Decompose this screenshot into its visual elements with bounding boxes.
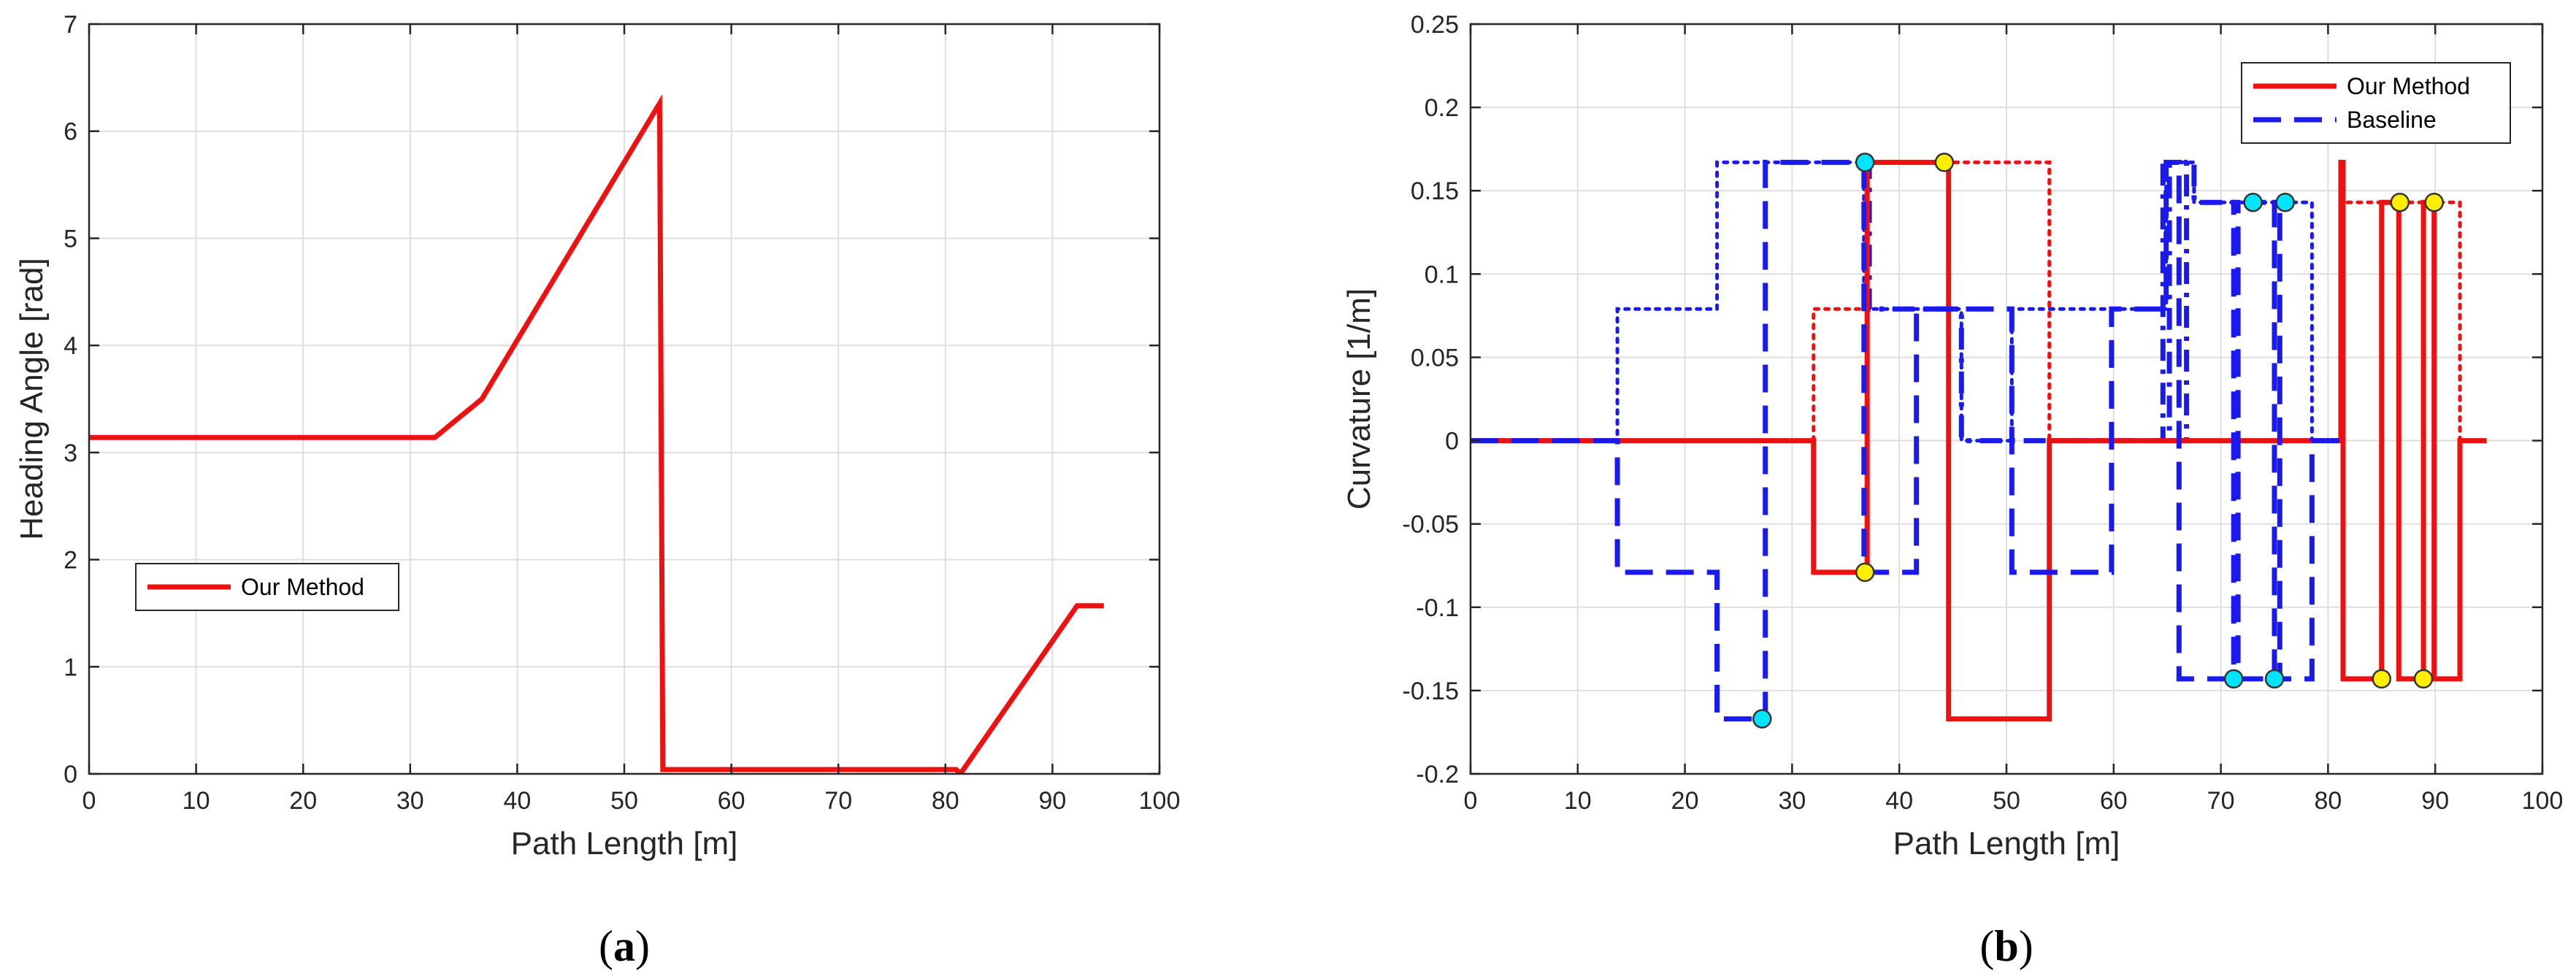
panel-b-x-tick-label: 0 <box>1464 787 1478 815</box>
panel-a-y-tick-label: 0 <box>64 761 77 788</box>
panel-b-x-tick-label: 20 <box>1671 787 1699 815</box>
panel-b-x-tick-label: 80 <box>2314 787 2342 815</box>
panel-a-x-tick-label: 30 <box>396 787 424 815</box>
panel-b-y-tick-label: -0.05 <box>1403 511 1460 539</box>
panel-b-y-tick-label: 0.25 <box>1411 11 1459 39</box>
panel-a-x-tick-label: 40 <box>503 787 531 815</box>
panel-b-x-tick-label: 30 <box>1778 787 1806 815</box>
panel-b-marker-point <box>2413 669 2434 689</box>
panel-b-marker-point <box>1752 709 1772 729</box>
panel-a-series-our-method <box>89 94 1104 774</box>
panel-a-data <box>89 94 1104 774</box>
panel-b-legend-box <box>2241 62 2511 144</box>
panel-b-series-3-dashdot <box>1863 159 2285 444</box>
panel-b-x-tick-label: 100 <box>2522 787 2564 815</box>
panel-b-series-our-method <box>1471 159 2487 722</box>
panel-b-x-axis-label: Path Length [m] <box>1893 826 2120 861</box>
panel-a-y-tick-label: 7 <box>64 11 77 39</box>
panel-a-y-tick-label: 6 <box>64 118 77 146</box>
panel-a-x-tick-label: 10 <box>183 787 210 815</box>
panel-a-x-tick-label: 20 <box>289 787 317 815</box>
panel-b-marker-point <box>2424 192 2444 212</box>
panel-a-heading-angle-chart: 0 10 20 30 40 50 60 70 80 90 100 0 1 2 3 4 5 6 7 Path Lengt… <box>14 11 1180 970</box>
panel-b-marker-point <box>1855 153 1875 172</box>
panel-a-y-tick-label: 5 <box>64 225 77 253</box>
panel-b-marker-point <box>2264 669 2285 689</box>
panel-a-x-tick-label: 70 <box>824 787 852 815</box>
panel-b-x-tick-label: 60 <box>2100 787 2128 815</box>
panel-b-x-tick-label: 70 <box>2207 787 2235 815</box>
panel-b-caption-label: (b) <box>1979 922 2033 970</box>
panel-a-x-tick-label: 90 <box>1038 787 1066 815</box>
panel-b-legend: Our Method Baseline <box>2241 62 2511 144</box>
panel-b-y-tick-label: 0.15 <box>1411 177 1459 205</box>
panel-b-series-2-dotted <box>1471 160 2314 443</box>
panel-b-marker-point <box>2390 192 2410 212</box>
panel-b-x-tick-label: 90 <box>2421 787 2449 815</box>
panel-b-legend-entry: Our Method <box>2347 73 2470 99</box>
panel-b-marker-point <box>1934 153 1955 172</box>
panel-b-marker-point <box>2243 192 2263 212</box>
panel-b-marker-point <box>1855 562 1875 583</box>
panel-b-curvature-chart: 0 10 20 30 40 50 60 70 80 90 100 -0.2 -0.15 -0.1 -0.05… <box>1341 11 2563 970</box>
panel-a-y-tick-label: 3 <box>64 439 77 467</box>
panel-b-y-axis-label: Curvature [1/m] <box>1341 288 1377 510</box>
panel-a-x-tick-label: 50 <box>610 787 638 815</box>
panel-b-y-tick-label: -0.2 <box>1416 761 1459 788</box>
panel-a-x-tick-label: 60 <box>718 787 745 815</box>
panel-a-y-tick-label: 2 <box>64 547 77 575</box>
panel-a-x-tick-label: 0 <box>83 787 96 815</box>
panel-b-y-tick-label: 0.05 <box>1411 344 1459 372</box>
panel-a-y-tick-label: 1 <box>64 653 77 681</box>
panel-b-legend-entry: Baseline <box>2347 107 2437 133</box>
panel-b-y-tick-label: 0.2 <box>1425 94 1459 122</box>
panel-a-caption-label: (a) <box>599 922 650 970</box>
panel-a-x-tick-label: 80 <box>932 787 959 815</box>
panel-b-marker-point <box>2275 192 2295 212</box>
panel-b-marker-point <box>2372 669 2392 689</box>
panel-b-x-tick-label: 10 <box>1564 787 1592 815</box>
panel-b-x-tick-label: 40 <box>1885 787 1913 815</box>
panel-b-y-tick-label: 0 <box>1445 428 1459 456</box>
panel-a-legend: Our Method <box>135 563 399 611</box>
panel-b-x-tick-label: 50 <box>1993 787 2020 815</box>
panel-b-y-tick-label: -0.15 <box>1403 677 1460 705</box>
panel-a-x-tick-label: 100 <box>1139 787 1181 815</box>
panel-b-marker-point <box>2223 669 2244 689</box>
panel-a-y-axis-label: Heading Angle [rad] <box>14 258 50 540</box>
panel-a-legend-entry: Our Method <box>241 574 364 600</box>
panel-b-y-tick-label: -0.1 <box>1416 594 1459 622</box>
panel-b-y-tick-label: 0.1 <box>1425 261 1459 288</box>
panel-a-x-axis-label: Path Length [m] <box>511 826 738 861</box>
panel-a-y-tick-label: 4 <box>64 332 77 360</box>
